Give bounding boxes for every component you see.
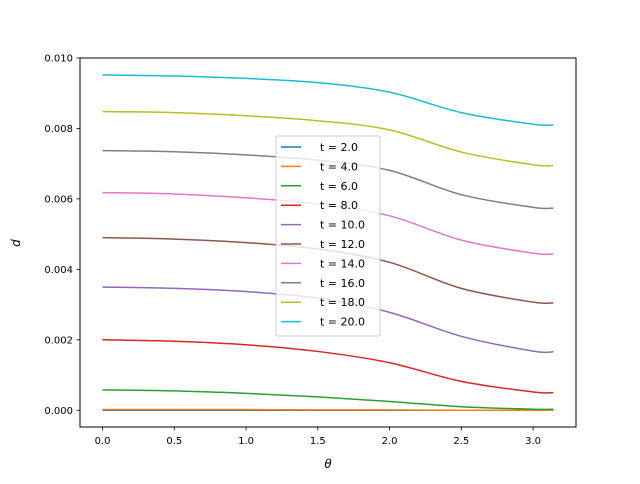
y-tick-label: 0.000 bbox=[44, 406, 73, 417]
legend-box bbox=[275, 135, 381, 337]
x-tick-label: 0.5 bbox=[166, 436, 182, 447]
series-line-3 bbox=[102, 389, 554, 411]
legend: t = 2.0 t = 4.0 t = 6.0 t = 8.0 t = 10.0 t = … bbox=[275, 135, 381, 337]
x-tick-label: 3.0 bbox=[525, 436, 541, 447]
x-tick-label: 2.5 bbox=[453, 436, 469, 447]
legend-label: t = 16.0 bbox=[320, 277, 365, 290]
legend-label: t = 10.0 bbox=[320, 219, 365, 232]
y-tick-label: 0.002 bbox=[44, 335, 73, 346]
legend-label: t = 4.0 bbox=[320, 160, 358, 173]
y-tick-label: 0.008 bbox=[44, 124, 73, 135]
legend-label: t = 18.0 bbox=[320, 296, 365, 309]
legend-label: t = 2.0 bbox=[320, 141, 358, 154]
legend-label: t = 12.0 bbox=[320, 238, 365, 251]
x-tick-label: 1.5 bbox=[310, 436, 326, 447]
x-tick-label: 0.0 bbox=[95, 436, 111, 447]
y-tick-label: 0.010 bbox=[44, 54, 73, 65]
series-line-4 bbox=[102, 339, 554, 394]
x-axis-label: θ bbox=[324, 457, 332, 471]
legend-label: t = 14.0 bbox=[320, 257, 365, 270]
legend-label: t = 6.0 bbox=[320, 180, 358, 193]
legend-label: t = 20.0 bbox=[320, 316, 365, 329]
legend-label: t = 8.0 bbox=[320, 199, 358, 212]
y-axis-label: d bbox=[9, 239, 23, 247]
y-tick-label: 0.006 bbox=[44, 194, 73, 205]
series-line-2 bbox=[102, 408, 554, 412]
series-line-10 bbox=[102, 74, 554, 127]
x-tick-label: 1.0 bbox=[238, 436, 254, 447]
series-line-9 bbox=[102, 110, 554, 167]
axes-frame bbox=[79, 57, 577, 428]
x-ticks: 0.0 0.5 1.0 1.5 2.0 2.5 3.0 bbox=[95, 427, 541, 447]
x-tick-label: 2.0 bbox=[382, 436, 398, 447]
y-tick-label: 0.004 bbox=[44, 265, 73, 276]
y-ticks: 0.000 0.002 0.004 0.006 0.008 0.010 bbox=[44, 54, 80, 417]
